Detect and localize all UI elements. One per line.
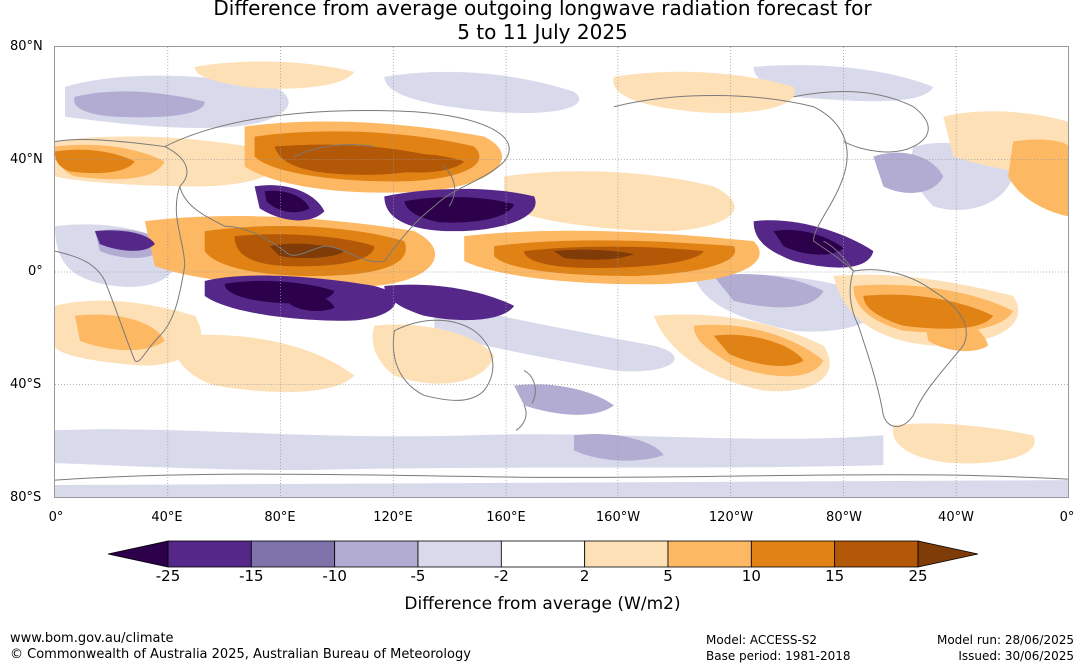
anomaly-patch — [384, 154, 465, 173]
anomaly-patch — [55, 429, 884, 471]
anomaly-patch — [74, 91, 205, 118]
lon-label-40w: 40°W — [938, 510, 974, 525]
lon-label-80w: 80°W — [826, 510, 862, 525]
anomaly-patch — [74, 314, 165, 351]
colorbar-tick-label: -10 — [322, 567, 347, 585]
anomaly-patch — [1008, 139, 1068, 217]
footer-model-info: Model: ACCESS-S2 Base period: 1981-2018 — [706, 632, 851, 664]
colorbar-bin — [667, 540, 752, 568]
colorbar-bin — [417, 540, 502, 568]
olr-anomaly-map — [54, 46, 1069, 498]
anomaly-patch — [514, 384, 614, 415]
footer-issued: Issued: 30/06/2025 — [958, 649, 1074, 663]
coastline — [793, 91, 929, 153]
footer-copyright: © Commonwealth of Australia 2025, Austra… — [10, 647, 471, 662]
footer-model: Model: ACCESS-S2 — [706, 633, 818, 647]
coastline — [392, 319, 494, 401]
coastline — [515, 370, 536, 431]
colorbar-tick-label: 5 — [663, 567, 673, 585]
coastline — [294, 144, 456, 207]
anomaly-patch — [55, 149, 135, 174]
anomaly-patch — [713, 334, 804, 366]
anomaly-patch — [873, 152, 944, 193]
colorbar-tick-label: -15 — [239, 567, 264, 585]
anomaly-patch — [269, 243, 345, 259]
colorbar-bin — [584, 540, 669, 568]
anomaly-patch — [264, 190, 310, 213]
colorbar-tick-label: -2 — [493, 567, 509, 585]
colorbar-label: Difference from average (W/m2) — [404, 594, 681, 614]
coastline — [164, 110, 510, 263]
colorbar-bin — [334, 540, 419, 568]
coastline — [55, 473, 1068, 481]
anomaly-patch — [94, 230, 155, 251]
anomaly-patch — [384, 71, 580, 114]
anomaly-patch — [194, 61, 355, 89]
lon-label-0: 0° — [48, 510, 64, 525]
anomaly-patch — [573, 433, 664, 461]
coastline — [849, 269, 967, 428]
anomaly-patch — [289, 293, 335, 312]
anomaly-patch — [504, 171, 735, 232]
lon-label-160w: 160°W — [595, 510, 641, 525]
footer-url: www.bom.gov.au/climate — [10, 631, 174, 646]
anomaly-patch — [372, 324, 495, 384]
lat-label-80s: 80°S — [10, 490, 42, 505]
colorbar-bin — [250, 540, 336, 568]
colorbar-bin — [834, 540, 919, 568]
lon-label-80e: 80°E — [264, 510, 296, 525]
colorbar-tick-label: 15 — [825, 567, 845, 585]
colorbar-arrow-high — [917, 540, 978, 568]
anomaly-patch — [173, 334, 355, 393]
colorbar-tick-label: -5 — [410, 567, 426, 585]
lat-label-equator: 0° — [28, 264, 43, 279]
colorbar-bin — [750, 540, 836, 568]
title-line-1: Difference from average outgoing longwav… — [213, 0, 872, 20]
anomaly-patch — [613, 71, 795, 113]
colorbar-tick-label: -25 — [155, 567, 181, 585]
anomaly-patch — [434, 300, 675, 372]
map-title: Difference from average outgoing longwav… — [0, 0, 1085, 44]
lon-label-120e: 120°E — [373, 510, 413, 525]
lon-label-0-east: 0° — [1059, 510, 1075, 525]
colorbar-tick-label: 10 — [741, 567, 761, 585]
footer-base-period: Base period: 1981-2018 — [706, 649, 851, 663]
anomaly-patch — [384, 284, 515, 321]
anomaly-patch — [55, 480, 1068, 497]
footer-model-run: Model run: 28/06/2025 — [936, 633, 1074, 647]
colorbar-bin — [500, 540, 586, 568]
anomaly-patch — [554, 249, 634, 260]
anomaly-patch — [892, 423, 1035, 464]
anomaly-patch — [773, 229, 844, 255]
anomaly-patches — [55, 61, 1068, 497]
graticule — [55, 47, 1068, 497]
anomaly-patch — [404, 197, 515, 223]
lon-label-160e: 160°E — [486, 510, 526, 525]
footer-left: www.bom.gov.au/climate © Commonwealth of… — [10, 631, 471, 663]
lat-label-40n: 40°N — [10, 152, 43, 167]
colorbar-tick-label: 25 — [908, 567, 928, 585]
anomaly-patch — [713, 274, 824, 308]
colorbar-tick-label: 2 — [579, 567, 590, 585]
footer-dates: Model run: 28/06/2025 Issued: 30/06/2025 — [937, 632, 1074, 664]
colorbar — [108, 540, 978, 568]
coastlines — [55, 91, 1068, 481]
colorbar-bin — [167, 540, 252, 568]
lat-label-40s: 40°S — [10, 377, 42, 392]
colorbar-arrow-low — [108, 540, 169, 568]
anomaly-patch — [863, 294, 994, 329]
lon-label-40e: 40°E — [151, 510, 183, 525]
lat-label-80n: 80°N — [10, 39, 43, 54]
title-line-2: 5 to 11 July 2025 — [457, 20, 628, 44]
lon-label-120w: 120°W — [708, 510, 754, 525]
